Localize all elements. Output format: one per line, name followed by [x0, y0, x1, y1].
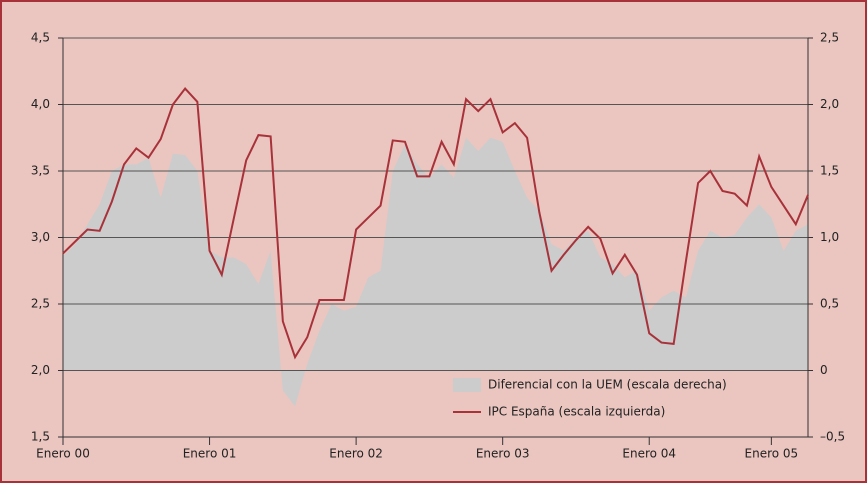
x-tick-label: Enero 04: [622, 447, 676, 461]
y2-tick-label: 1,5: [820, 164, 839, 178]
legend-swatch: [453, 378, 481, 392]
y-tick-label: 4,5: [31, 31, 50, 45]
x-tick-label: Enero 02: [329, 447, 383, 461]
legend-label: Diferencial con la UEM (escala derecha): [488, 378, 727, 392]
x-tick-label: Enero 05: [745, 447, 799, 461]
y-tick-label: 3,0: [31, 230, 50, 244]
y-tick-label: 3,5: [31, 164, 50, 178]
y-tick-label: 2,0: [31, 363, 50, 377]
y2-tick-label: –0,5: [820, 430, 845, 444]
y-tick-label: 4,0: [31, 97, 50, 111]
y2-tick-label: 2,5: [820, 31, 839, 45]
x-tick-label: Enero 01: [183, 447, 237, 461]
y-tick-label: 2,5: [31, 297, 50, 311]
x-tick-label: Enero 03: [476, 447, 530, 461]
area: [63, 137, 808, 407]
y2-tick-label: 0,5: [820, 297, 839, 311]
line: [62, 86, 809, 360]
legend-label: IPC España (escala izquierda): [488, 405, 665, 419]
x-tick-label: Enero 00: [36, 447, 90, 461]
y2-tick-label: 1,0: [820, 230, 839, 244]
y2-tick-label: 0: [820, 363, 828, 377]
y2-tick-label: 2,0: [820, 97, 839, 111]
y-tick-label: 1,5: [31, 430, 50, 444]
